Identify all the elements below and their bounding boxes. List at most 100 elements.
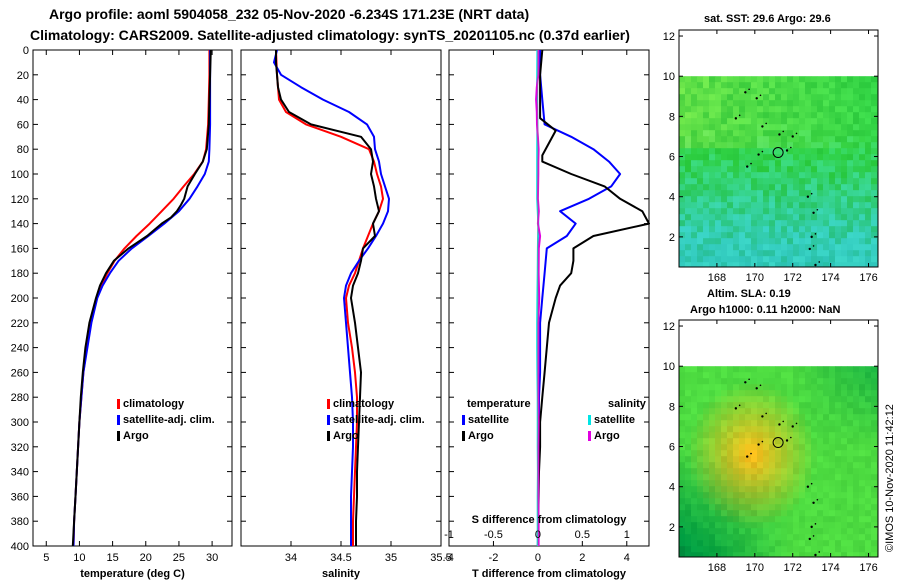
sla-map-cell (811, 450, 818, 457)
sla-map-cell (781, 408, 788, 415)
sla-map-island (755, 387, 758, 390)
sst-map-cell (799, 160, 806, 167)
sla-map-cell (847, 468, 854, 475)
sla-map-cell (775, 450, 782, 457)
sst-map-cell (727, 94, 734, 101)
sst-map-cell (847, 256, 854, 263)
sst-map-cell (871, 106, 878, 113)
temperature-legend-swatch (117, 399, 120, 409)
sst-map-cell (733, 196, 740, 203)
sst-map-cell (739, 154, 746, 161)
sla-map-cell (793, 546, 800, 553)
sla-map-cell (745, 516, 752, 523)
sla-map-cell (751, 378, 758, 385)
sla-map-cell (733, 498, 740, 505)
sla-map-cell (691, 510, 698, 517)
sst-map-cell (829, 232, 836, 239)
sst-map-cell (691, 178, 698, 185)
sst-map-cell (733, 184, 740, 191)
sla-map-cell (703, 390, 710, 397)
depth-tick-label: 320 (11, 442, 29, 454)
sst-map-cell (751, 262, 758, 268)
sla-map-cell (709, 522, 716, 529)
sla-map-cell (841, 450, 848, 457)
sla-map-cell (739, 486, 746, 493)
sla-map-cell (691, 444, 698, 451)
sla-map-island (812, 501, 815, 504)
sla-map-cell (829, 414, 836, 421)
sla-map-cell (835, 504, 842, 511)
sla-map-cell (715, 378, 722, 385)
sla-map-cell (823, 372, 830, 379)
sla-map-cell (811, 378, 818, 385)
sst-map-cell (769, 214, 776, 221)
sla-map-cell (805, 480, 812, 487)
sst-map-cell (733, 154, 740, 161)
sst-map-cell (739, 118, 746, 125)
sst-map-cell (721, 76, 728, 83)
sla-map-cell (817, 528, 824, 535)
sst-map-cell (697, 94, 704, 101)
sla-map-cell (679, 462, 686, 469)
sla-map-cell (865, 420, 872, 427)
sst-map-cell (811, 250, 818, 257)
sst-map-cell (733, 76, 740, 83)
sst-map-cell (775, 106, 782, 113)
sla-map-cell (757, 468, 764, 475)
sla-map-cell (847, 474, 854, 481)
sla-map-cell (739, 474, 746, 481)
sla-map-cell (721, 474, 728, 481)
sst-map-cell (757, 82, 764, 89)
sla-map-cell (709, 408, 716, 415)
sla-map-cell (751, 510, 758, 517)
sst-map-cell (787, 178, 794, 185)
sst-map-cell (811, 154, 818, 161)
sla-map-cell (739, 372, 746, 379)
sst-map-cell (787, 136, 794, 143)
sla-map-cell (841, 486, 848, 493)
sla-map-cell (835, 366, 842, 373)
sst-map-cell (685, 100, 692, 107)
sst-map-cell (781, 94, 788, 101)
sla-map-cell (715, 474, 722, 481)
sst-map-cell (835, 154, 842, 161)
sst-map-cell (697, 100, 704, 107)
sla-map-cell (721, 510, 728, 517)
sla-map-cell (721, 534, 728, 541)
sst-map-cell (745, 142, 752, 149)
sst-map-cell (823, 184, 830, 191)
sst-map-cell (703, 130, 710, 137)
sla-map-cell (805, 384, 812, 391)
sst-map-cell (835, 136, 842, 143)
sla-map-cell (871, 498, 878, 505)
sst-map-cell (691, 226, 698, 233)
sst-map-cell (739, 196, 746, 203)
sst-map-cell (781, 238, 788, 245)
sla-map-cell (721, 522, 728, 529)
sst-map-cell (805, 88, 812, 95)
sst-map-cell (763, 118, 770, 125)
sst-map-cell (697, 166, 704, 173)
sla-map-cell (715, 372, 722, 379)
sla-map-cell (751, 396, 758, 403)
depth-tick-label: 40 (17, 95, 29, 107)
sst-map-cell (751, 244, 758, 251)
sst-map-cell (865, 214, 872, 221)
sst-map-cell (865, 202, 872, 209)
sst-map-cell (763, 244, 770, 251)
sla-map-cell (715, 468, 722, 475)
sla-map-cell (691, 540, 698, 547)
sst-map-cell (721, 88, 728, 95)
sst-map-cell (835, 160, 842, 167)
sst-map-cell (811, 94, 818, 101)
sla-map-cell (763, 462, 770, 469)
sla-map-cell (715, 408, 722, 415)
sst-map-cell (679, 136, 686, 143)
sla-map-cell (751, 402, 758, 409)
sla-map-cell (871, 510, 878, 517)
sla-map-cell (841, 390, 848, 397)
sla-map-cell (745, 438, 752, 445)
sst-map-cell (709, 184, 716, 191)
sst-map-cell (865, 160, 872, 167)
